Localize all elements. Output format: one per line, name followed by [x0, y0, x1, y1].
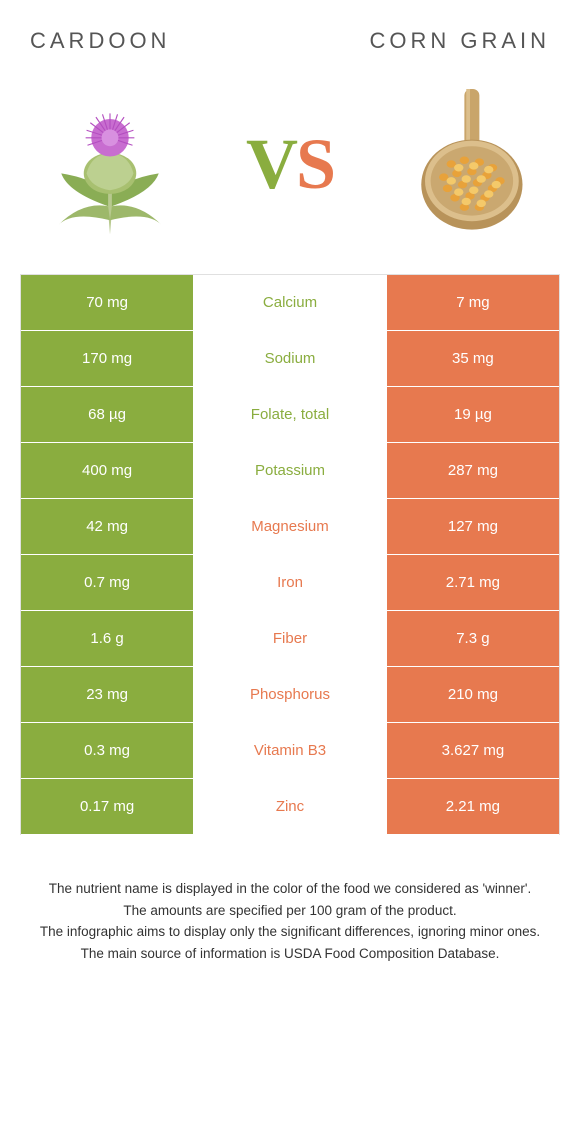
right-value: 127 mg [387, 499, 559, 554]
left-value: 1.6 g [21, 611, 193, 666]
nutrient-label: Potassium [193, 443, 387, 498]
right-value: 210 mg [387, 667, 559, 722]
nutrient-label: Folate, total [193, 387, 387, 442]
table-row: 0.7 mgIron2.71 mg [21, 555, 559, 611]
table-row: 400 mgPotassium287 mg [21, 443, 559, 499]
nutrient-label: Zinc [193, 779, 387, 834]
comparison-table: 70 mgCalcium7 mg170 mgSodium35 mg68 µgFo… [20, 274, 560, 835]
hero-row: VS [0, 64, 580, 274]
table-row: 1.6 gFiber7.3 g [21, 611, 559, 667]
nutrient-label: Phosphorus [193, 667, 387, 722]
table-row: 23 mgPhosphorus210 mg [21, 667, 559, 723]
table-row: 68 µgFolate, total19 µg [21, 387, 559, 443]
footer-notes: The nutrient name is displayed in the co… [0, 835, 580, 989]
right-value: 287 mg [387, 443, 559, 498]
footer-line-2: The amounts are specified per 100 gram o… [24, 901, 556, 921]
table-row: 0.17 mgZinc2.21 mg [21, 779, 559, 835]
right-value: 3.627 mg [387, 723, 559, 778]
table-row: 70 mgCalcium7 mg [21, 275, 559, 331]
vs-v: V [246, 124, 296, 204]
left-value: 170 mg [21, 331, 193, 386]
footer-line-4: The main source of information is USDA F… [24, 944, 556, 964]
vs-label: VS [246, 123, 334, 206]
left-value: 0.3 mg [21, 723, 193, 778]
nutrient-label: Magnesium [193, 499, 387, 554]
footer-line-3: The infographic aims to display only the… [24, 922, 556, 942]
left-value: 70 mg [21, 275, 193, 330]
title-right: CORN GRAIN [369, 28, 550, 54]
nutrient-label: Calcium [193, 275, 387, 330]
right-value: 2.71 mg [387, 555, 559, 610]
right-value: 35 mg [387, 331, 559, 386]
right-value: 2.21 mg [387, 779, 559, 834]
table-row: 0.3 mgVitamin B33.627 mg [21, 723, 559, 779]
cardoon-image [30, 84, 190, 244]
right-value: 7 mg [387, 275, 559, 330]
corn-grain-image [390, 84, 550, 244]
left-value: 23 mg [21, 667, 193, 722]
titles-row: CARDOON CORN GRAIN [0, 0, 580, 64]
right-value: 7.3 g [387, 611, 559, 666]
left-value: 0.17 mg [21, 779, 193, 834]
right-value: 19 µg [387, 387, 559, 442]
nutrient-label: Iron [193, 555, 387, 610]
left-value: 42 mg [21, 499, 193, 554]
title-left: CARDOON [30, 28, 170, 54]
left-value: 400 mg [21, 443, 193, 498]
nutrient-label: Vitamin B3 [193, 723, 387, 778]
table-row: 42 mgMagnesium127 mg [21, 499, 559, 555]
left-value: 68 µg [21, 387, 193, 442]
footer-line-1: The nutrient name is displayed in the co… [24, 879, 556, 899]
nutrient-label: Fiber [193, 611, 387, 666]
table-row: 170 mgSodium35 mg [21, 331, 559, 387]
left-value: 0.7 mg [21, 555, 193, 610]
nutrient-label: Sodium [193, 331, 387, 386]
vs-s: S [296, 124, 334, 204]
